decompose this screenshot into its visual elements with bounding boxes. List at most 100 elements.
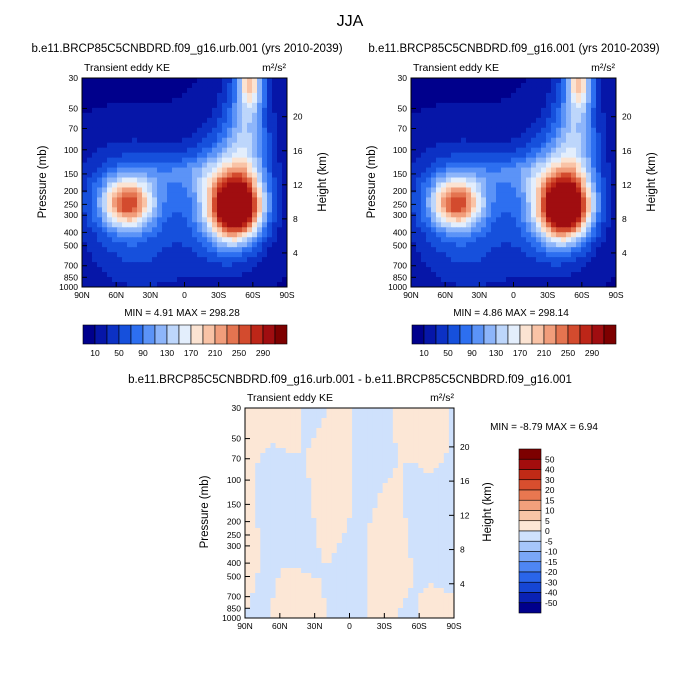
heatmap-cell [187, 212, 193, 218]
heatmap-cell [207, 172, 213, 179]
heatmap-cell [551, 137, 557, 144]
heatmap-cell [87, 147, 93, 154]
heatmap-cell [245, 433, 251, 439]
heatmap-cell [192, 147, 198, 154]
heatmap-cell [556, 217, 562, 223]
heatmap-cell [531, 272, 537, 278]
heatmap-cell [561, 142, 567, 149]
heatmap-cell [252, 202, 258, 208]
heatmap-cell [423, 463, 430, 469]
heatmap-cell [571, 107, 577, 114]
colorbar-box [106, 324, 120, 345]
heatmap-cell [571, 137, 577, 144]
heatmap-cell [566, 82, 572, 89]
heatmap-cell [456, 277, 462, 283]
heatmap-cell [147, 97, 153, 104]
heatmap-cell [232, 117, 238, 124]
heatmap-cell [357, 453, 363, 459]
heatmap-cell [541, 87, 547, 94]
heatmap-cell [187, 192, 193, 199]
heatmap-cell [446, 157, 452, 164]
x-tick-label: 90N [74, 290, 90, 300]
heatmap-cell [280, 423, 287, 429]
heatmap-cell [267, 142, 273, 149]
heatmap-cell [290, 438, 297, 444]
heatmap-cell [212, 217, 218, 223]
colorbar-box [495, 324, 509, 345]
heatmap-cell [311, 538, 317, 544]
heatmap-cell [326, 548, 333, 554]
heatmap-cell [476, 78, 482, 84]
heatmap-cell [506, 122, 512, 129]
heatmap-cell [252, 102, 258, 109]
heatmap-cell [272, 112, 278, 119]
heatmap-cell [362, 563, 368, 569]
heatmap-cell [280, 428, 287, 434]
heatmap-cell [566, 277, 572, 283]
heatmap-cell [581, 227, 587, 233]
heatmap-cell [97, 142, 103, 149]
heatmap-cell [431, 257, 437, 263]
heatmap-cell [295, 473, 302, 479]
heatmap-cell [451, 222, 457, 228]
heatmap-cell [456, 127, 462, 134]
heatmap-cell [423, 448, 430, 454]
heatmap-cell [426, 172, 432, 179]
heatmap-cell [290, 498, 297, 504]
heatmap-cell [377, 413, 384, 419]
heatmap-cell [418, 438, 425, 444]
heatmap-cell [142, 102, 148, 109]
heatmap-cell [232, 142, 238, 149]
heatmap-cell [127, 142, 133, 149]
heatmap-cell [591, 78, 597, 84]
heatmap-cell [202, 217, 208, 223]
heatmap-cell [192, 132, 198, 139]
heatmap-cell [97, 227, 103, 233]
heatmap-cell [341, 523, 348, 529]
heatmap-cell [551, 192, 557, 199]
heatmap-cell [260, 528, 266, 534]
heatmap-cell [346, 448, 353, 454]
heatmap-cell [242, 112, 248, 119]
heatmap-cell [561, 97, 567, 104]
heatmap-cell [421, 252, 427, 258]
heatmap-cell [387, 488, 394, 494]
heatmap-cell [521, 277, 527, 283]
heatmap-cell [192, 202, 198, 208]
x-tick-label: 0 [182, 290, 187, 300]
heatmap-cell [122, 207, 128, 213]
panel-left-string: Transient eddy KE [413, 62, 499, 74]
heatmap-cell [260, 483, 266, 489]
heatmap-cell [277, 257, 283, 263]
heatmap-cell [265, 483, 272, 489]
heatmap-cell [285, 413, 292, 419]
heatmap-cell [541, 137, 547, 144]
heatmap-cell [316, 533, 323, 539]
heatmap-cell [392, 518, 399, 524]
heatmap-cell [436, 187, 442, 194]
heatmap-cell [601, 237, 607, 243]
heatmap-cell [596, 252, 602, 258]
heatmap-cell [207, 137, 213, 144]
heatmap-cell [397, 523, 404, 529]
heatmap-cell [237, 132, 243, 139]
heatmap-cell [222, 182, 228, 189]
heatmap-cell [295, 523, 302, 529]
heatmap-cell [496, 262, 502, 268]
heatmap-cell [481, 182, 487, 189]
heatmap-cell [275, 573, 282, 579]
heatmap-cell [265, 548, 272, 554]
heatmap-cell [491, 122, 497, 129]
heatmap-cell [486, 202, 492, 208]
heatmap-cell [546, 182, 552, 189]
heatmap-cell [282, 82, 287, 89]
heatmap-cell [117, 262, 123, 268]
heatmap-cell [245, 443, 251, 449]
heatmap-cell [137, 232, 143, 238]
heatmap-cell [416, 187, 422, 194]
heatmap-cell [606, 112, 612, 119]
heatmap-cell [346, 483, 353, 489]
heatmap-cell [413, 408, 419, 414]
heatmap-cell [506, 87, 512, 94]
heatmap-cell [443, 493, 450, 499]
